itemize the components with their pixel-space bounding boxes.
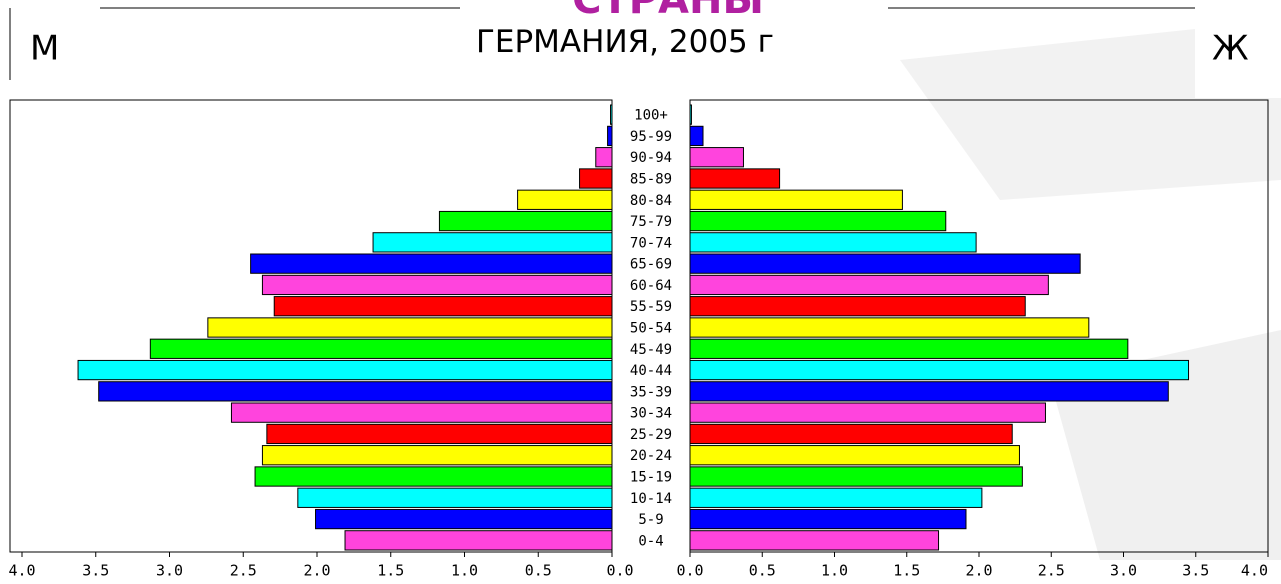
bar-female	[689, 147, 744, 168]
age-label: 0-4	[638, 533, 663, 549]
bar-male	[207, 317, 613, 338]
age-label: 100+	[634, 108, 668, 124]
label-box	[1195, 0, 1281, 98]
bar-male	[607, 125, 613, 147]
bar-female	[689, 253, 1081, 274]
age-label: 60-64	[630, 278, 672, 294]
title-box	[460, 0, 888, 100]
bar-female	[689, 125, 704, 147]
bar-female	[689, 445, 1020, 466]
bar-female	[689, 530, 940, 551]
bar-female	[689, 508, 967, 530]
x-tick-label: 4.0	[8, 562, 35, 580]
bar-female	[689, 338, 1129, 359]
bar-male	[438, 210, 613, 232]
banner: СТРАНЫ	[572, 0, 764, 23]
bar-female	[689, 402, 1046, 423]
x-tick-label: 2.0	[303, 562, 330, 580]
x-tick-label: 1.5	[893, 562, 920, 580]
age-label: 50-54	[630, 321, 672, 337]
bar-female	[689, 487, 983, 508]
bar-male	[273, 296, 613, 317]
bar-male	[610, 104, 613, 125]
bar-male	[579, 168, 613, 189]
bar-female	[689, 210, 947, 232]
age-label: 55-59	[630, 299, 672, 315]
bar-male	[261, 445, 613, 466]
age-label: 80-84	[630, 193, 672, 209]
bar-male	[372, 232, 613, 253]
title-wrap: ГЕРМАНИЯ, 2005 г	[476, 24, 774, 60]
x-tick-label: 1.0	[451, 562, 478, 580]
age-label: 70-74	[630, 235, 672, 251]
x-tick-label: 0.0	[676, 562, 703, 580]
age-label: 65-69	[630, 257, 672, 273]
bar-female	[689, 423, 1013, 445]
bar-male	[254, 466, 613, 487]
bar-female	[689, 274, 1049, 296]
bar-female	[689, 317, 1090, 338]
bar-male	[250, 253, 613, 274]
legend-female: Ж	[1212, 29, 1249, 69]
bar-male	[98, 381, 613, 402]
age-label: 10-14	[630, 491, 672, 507]
age-label: 45-49	[630, 342, 672, 358]
bar-male	[266, 423, 613, 445]
x-tick-label: 3.0	[156, 562, 183, 580]
bar-male	[149, 338, 613, 359]
label-box	[0, 0, 100, 98]
bar-female	[689, 189, 903, 210]
x-tick-label: 3.5	[1182, 562, 1209, 580]
bar-female	[689, 232, 977, 253]
bar-male	[230, 402, 613, 423]
x-tick-label: 3.5	[82, 562, 109, 580]
x-tick-label: 2.5	[230, 562, 257, 580]
age-label: 75-79	[630, 214, 672, 230]
age-label: 90-94	[630, 150, 672, 166]
bar-female	[689, 359, 1190, 381]
bar-female	[689, 296, 1026, 317]
bar-male	[517, 189, 613, 210]
age-label: 5-9	[638, 512, 663, 528]
bar-male	[261, 274, 613, 296]
bar-male	[595, 147, 613, 168]
bar-female	[689, 381, 1169, 402]
bar-male	[315, 508, 613, 530]
age-label: 40-44	[630, 363, 672, 379]
x-tick-label: 0.5	[749, 562, 776, 580]
chart-title: ГЕРМАНИЯ, 2005 г	[476, 24, 774, 60]
age-label: 95-99	[630, 129, 672, 145]
age-label: 35-39	[630, 384, 672, 400]
x-tick-label: 1.0	[821, 562, 848, 580]
bar-male	[77, 359, 613, 381]
age-label: 15-19	[630, 470, 672, 486]
background-shape	[900, 20, 1281, 200]
x-tick-label: 1.5	[377, 562, 404, 580]
x-tick-label: 0.0	[606, 562, 633, 580]
age-label: 25-29	[630, 427, 672, 443]
age-label: 85-89	[630, 172, 672, 188]
x-tick-label: 4.0	[1241, 562, 1268, 580]
age-label: 30-34	[630, 406, 672, 422]
age-label: 20-24	[630, 448, 672, 464]
legend-male: М	[30, 29, 59, 69]
bar-male	[297, 487, 613, 508]
x-tick-label: 3.0	[1110, 562, 1137, 580]
bar-female	[689, 168, 781, 189]
x-tick-label: 2.5	[1038, 562, 1065, 580]
bar-female	[689, 466, 1023, 487]
x-tick-label: 2.0	[965, 562, 992, 580]
x-tick-label: 0.5	[525, 562, 552, 580]
bar-male	[344, 530, 613, 551]
bar-female	[689, 104, 692, 125]
